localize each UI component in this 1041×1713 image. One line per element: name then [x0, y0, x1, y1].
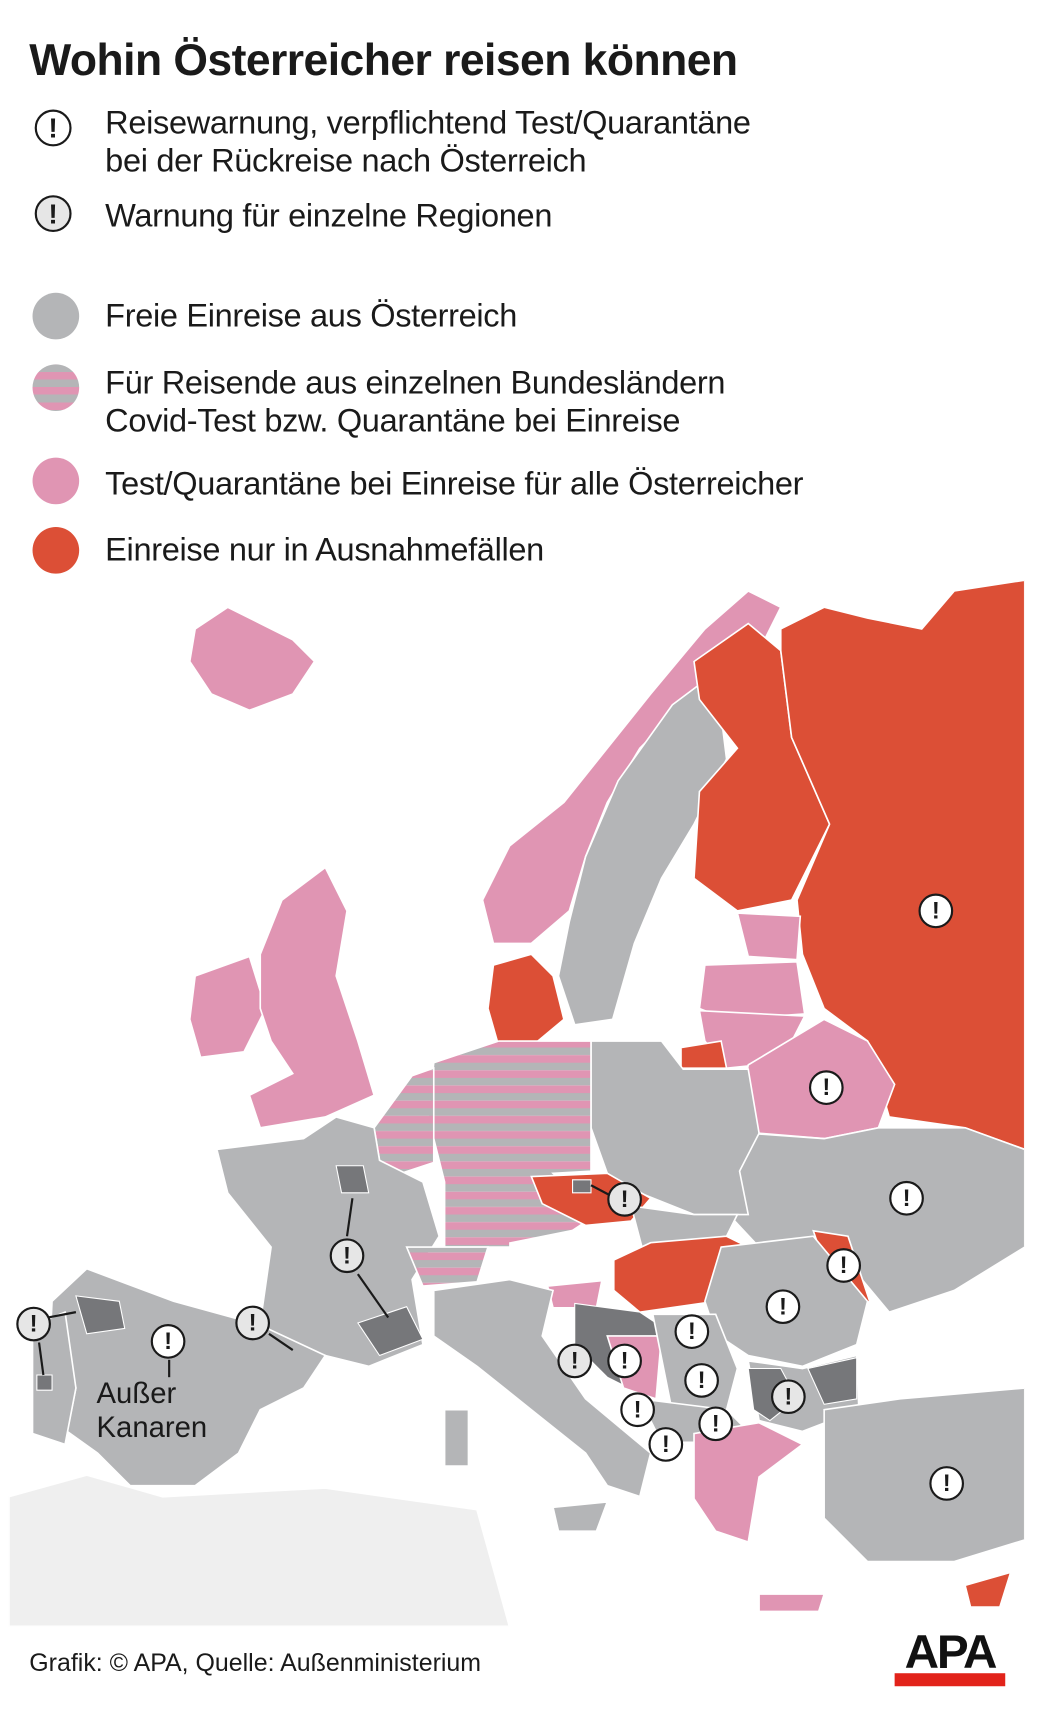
annotation-line: Kanaren [96, 1410, 208, 1444]
sweden [557, 670, 728, 1026]
warning-icon: ! [929, 1466, 965, 1501]
united-kingdom [248, 866, 376, 1129]
finland [693, 622, 831, 912]
switzerland [405, 1246, 490, 1287]
cyprus [964, 1571, 1012, 1608]
apa-logo-bar [894, 1673, 1006, 1687]
legend-regional-warning-label: Warnung für einzelne Regionen [105, 198, 553, 235]
italy [432, 1278, 652, 1498]
warning-icon: ! [674, 1314, 710, 1349]
regional-warning-icon: ! [235, 1305, 271, 1341]
benelux [373, 1066, 435, 1175]
turkey [823, 1387, 1025, 1563]
warning-icon: ! [607, 1343, 642, 1379]
regional-warning-icon: ! [16, 1306, 51, 1342]
canaries-annotation: Außer Kanaren [97, 1377, 208, 1444]
czechia-region-prague [572, 1179, 592, 1194]
crete [758, 1593, 826, 1613]
legend-warning-label: Reisewarnung, verpflichtend Test/Quarant… [105, 104, 751, 180]
north-africa [8, 1473, 511, 1627]
russia [779, 579, 1025, 1151]
portugal-region-lisbon [36, 1374, 53, 1391]
sicily [552, 1500, 609, 1532]
apa-logo: APA [894, 1625, 1006, 1687]
warning-icon: ! [620, 1392, 655, 1428]
leader-line [345, 1198, 354, 1237]
france-region-paris [335, 1165, 370, 1194]
greece [693, 1421, 804, 1544]
legend-line: bei der Rückreise nach Österreich [105, 143, 587, 179]
regional-warning-icon: ! [771, 1379, 806, 1415]
legend-swatch-free [32, 292, 80, 340]
legend-free-label: Freie Einreise aus Österreich [105, 298, 518, 334]
warning-icon: ! [889, 1180, 924, 1216]
bulgaria-regions-east [807, 1356, 858, 1405]
warning-icon: ! [918, 893, 954, 929]
legend-exception-label: Einreise nur in Ausnahmefällen [105, 532, 544, 569]
leader-line [37, 1342, 45, 1376]
warning-icon: ! [808, 1070, 844, 1106]
poland [590, 1040, 760, 1216]
legend-test-label: Test/Quarantäne bei Einreise für alle Ös… [105, 466, 804, 503]
denmark [487, 953, 565, 1048]
regional-warning-icon: ! [34, 195, 72, 233]
ireland [188, 955, 267, 1059]
regional-warning-icon: ! [557, 1343, 593, 1379]
legend-swatch-test [32, 457, 80, 505]
page-title: Wohin Österreicher reisen können [29, 34, 738, 85]
legend-swatch-striped [32, 364, 80, 411]
warning-icon: ! [684, 1363, 719, 1398]
legend-line: Reisewarnung, verpflichtend Test/Quarant… [105, 105, 751, 141]
warning-icon: ! [648, 1427, 684, 1462]
leader-line [47, 1311, 77, 1319]
kaliningrad [680, 1040, 728, 1069]
iceland [188, 606, 316, 712]
leader-line [356, 1273, 390, 1319]
leader-line [268, 1332, 294, 1351]
source-credit: Grafik: © APA, Quelle: Außenministerium [29, 1648, 482, 1677]
warning-icon: ! [826, 1248, 862, 1283]
spain-region-north [75, 1295, 126, 1335]
annotation-line: Außer [96, 1377, 177, 1410]
france-region-south [357, 1306, 424, 1357]
warning-icon: ! [698, 1406, 734, 1442]
warning-icon: ! [765, 1289, 801, 1325]
warning-icon: ! [150, 1324, 186, 1359]
apa-logo-text: APA [904, 1625, 998, 1679]
sardinia [443, 1408, 470, 1467]
legend-line: Covid-Test bzw. Quarantäne bei Einreise [105, 403, 681, 440]
warning-icon: ! [34, 109, 72, 147]
legend-striped-label: Für Reisende aus einzelnen Bundesländern… [105, 364, 725, 440]
regional-warning-icon: ! [329, 1238, 365, 1274]
regional-warning-icon: ! [607, 1181, 642, 1217]
france [215, 1116, 441, 1368]
legend-line: Für Reisende aus einzelnen Bundesländern [105, 365, 726, 402]
legend-swatch-exception [32, 527, 80, 574]
leader-line [590, 1184, 610, 1196]
estonia [736, 912, 802, 961]
